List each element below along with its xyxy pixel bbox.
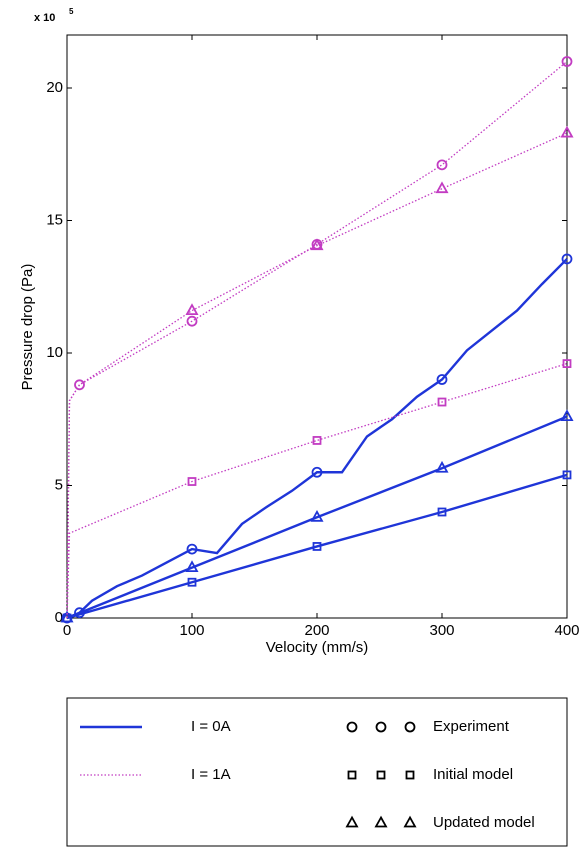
marker [187, 577, 197, 587]
legend-marker [405, 770, 415, 780]
series-line [66, 415, 568, 620]
marker [311, 466, 323, 478]
marker [186, 543, 198, 555]
marker [436, 374, 448, 385]
series-line [66, 258, 568, 620]
legend-marker [375, 721, 387, 733]
legend-label: Initial model [433, 766, 513, 783]
marker [560, 409, 574, 422]
y-multiplier-exp: 5 [69, 7, 74, 16]
x-tick-label: 200 [304, 622, 329, 639]
y-multiplier: x 10 [34, 12, 55, 24]
x-tick-label: 0 [63, 622, 71, 639]
marker [310, 238, 324, 251]
marker [562, 470, 572, 480]
y-tick-label: 5 [55, 476, 63, 493]
y-axis-label: Pressure drop (Pa) [19, 264, 36, 391]
series-line [66, 362, 568, 619]
marker [437, 507, 447, 517]
series-line [66, 132, 568, 619]
legend-marker [403, 815, 417, 828]
x-axis-label: Velocity (mm/s) [266, 639, 369, 656]
legend-label: Updated model [433, 814, 535, 831]
marker [74, 379, 85, 391]
marker [185, 303, 199, 316]
marker [435, 460, 449, 473]
x-tick-label: 400 [554, 622, 579, 639]
plot-box [66, 34, 568, 619]
legend-marker [374, 815, 388, 828]
y-tick-label: 10 [46, 344, 63, 361]
legend-marker [376, 770, 386, 780]
legend-marker [346, 721, 358, 733]
legend-label: Experiment [433, 718, 510, 735]
legend-box [66, 697, 568, 847]
marker [436, 159, 448, 171]
marker [561, 253, 573, 265]
marker [312, 542, 322, 551]
marker [185, 560, 199, 573]
marker [310, 509, 324, 522]
series-line [66, 473, 568, 620]
marker [437, 397, 447, 407]
x-tick-label: 100 [179, 622, 204, 639]
marker [312, 436, 322, 445]
legend-marker [345, 815, 359, 828]
legend-marker [404, 721, 416, 733]
series-line [66, 60, 568, 619]
marker [560, 125, 574, 138]
y-tick-label: 0 [55, 609, 63, 626]
legend-label: I = 0A [191, 718, 231, 735]
marker [187, 477, 197, 486]
marker [186, 315, 198, 327]
marker [435, 181, 449, 194]
x-tick-label: 300 [429, 622, 454, 639]
legend-marker [347, 770, 357, 780]
y-tick-label: 20 [46, 79, 63, 96]
y-tick-label: 15 [46, 211, 63, 228]
legend-label: I = 1A [191, 766, 231, 783]
marker [562, 359, 572, 369]
marker [561, 56, 573, 67]
marker [60, 610, 74, 623]
